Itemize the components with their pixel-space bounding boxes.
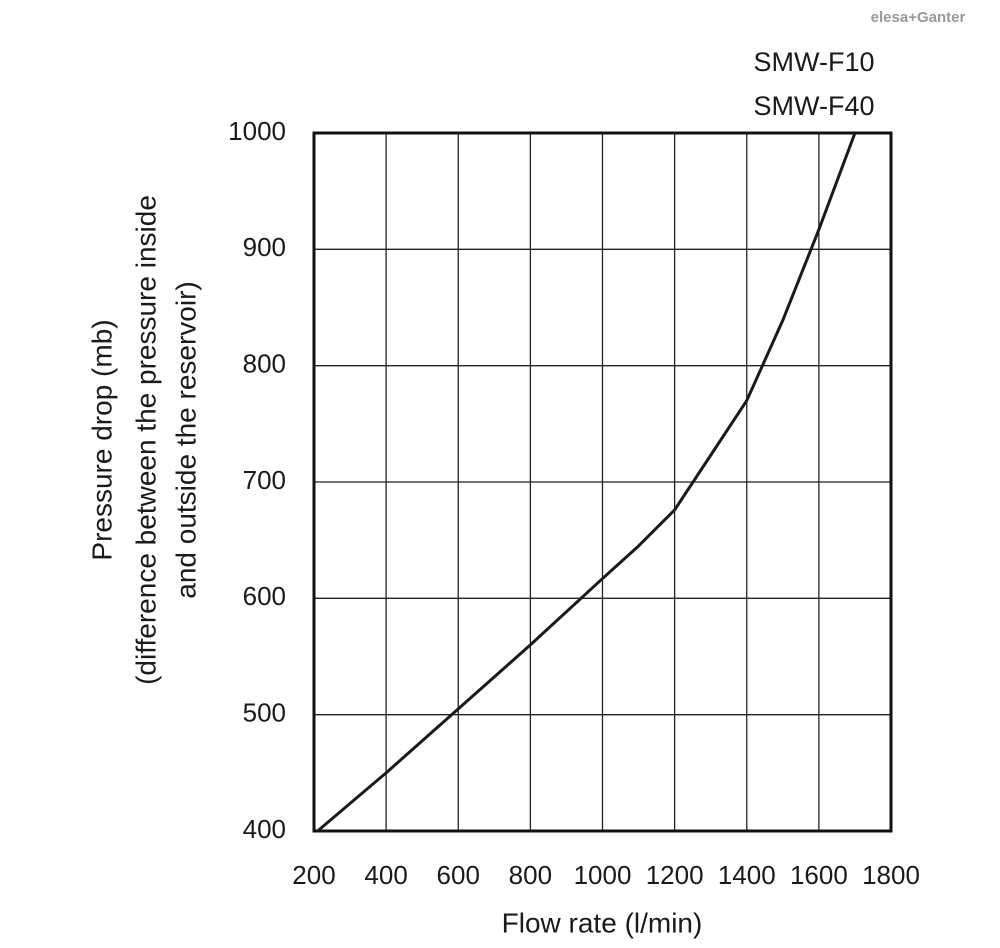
x-tick-label: 600	[437, 860, 480, 890]
plot-frame	[312, 131, 893, 833]
x-tick-label: 1800	[862, 860, 920, 890]
y-axis-title-line: and outside the reservoir)	[170, 281, 201, 599]
y-tick-label: 600	[243, 581, 286, 611]
x-tick-label: 800	[509, 860, 552, 890]
y-tick-label: 500	[243, 698, 286, 728]
y-axis-title: Pressure drop (mb) (difference between t…	[86, 195, 201, 685]
logo: elesa+Ganter	[871, 9, 966, 26]
x-tick-label: 400	[364, 860, 407, 890]
x-axis-title: Flow rate (l/min)	[502, 907, 703, 938]
x-tick-label: 1400	[718, 860, 776, 890]
x-tick-label: 200	[292, 860, 335, 890]
y-axis-title-line: Pressure drop (mb)	[86, 319, 117, 560]
y-tick-label: 800	[243, 349, 286, 379]
y-tick-label: 1000	[228, 116, 286, 146]
x-tick-label: 1200	[646, 860, 704, 890]
annotation: SMW-F40	[753, 91, 874, 121]
annotation: SMW-F10	[753, 47, 874, 77]
x-tick-label: 1000	[574, 860, 632, 890]
x-tick-label: 1600	[790, 860, 848, 890]
y-tick-label: 900	[243, 232, 286, 262]
y-axis-title-line: (difference between the pressure inside	[130, 195, 161, 685]
line-series	[316, 132, 857, 833]
y-tick-label: 700	[243, 465, 286, 495]
y-tick-label: 400	[243, 814, 286, 844]
